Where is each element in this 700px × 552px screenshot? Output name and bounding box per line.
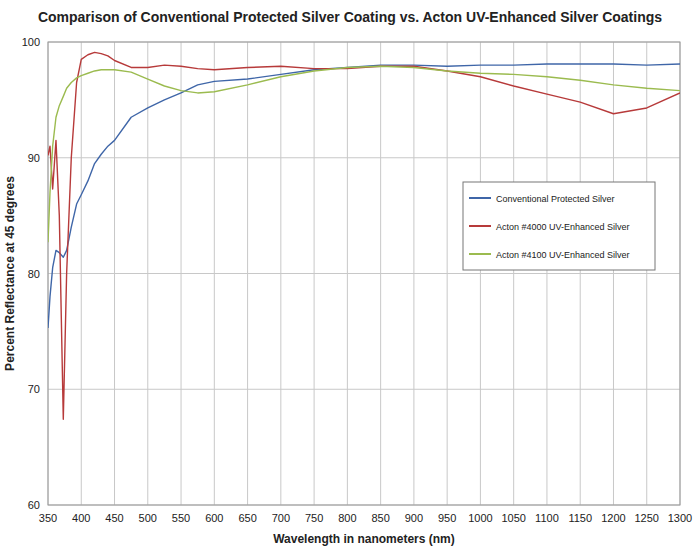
y-tick-label: 100 [22, 36, 40, 48]
legend: Conventional Protected Silver Acton #4000… [463, 182, 655, 270]
y-grid [48, 273, 680, 274]
legend-label: Acton #4100 UV-Enhanced Silver [496, 250, 630, 260]
x-tick-label: 700 [272, 512, 290, 524]
legend-swatch [469, 197, 491, 199]
series-line [48, 52, 680, 419]
y-tick-label: 60 [28, 499, 40, 511]
chart: 350 400 450 500 550 600 650 700 750 800 850 900 950 1… [0, 0, 700, 552]
x-tick-label: 600 [205, 512, 223, 524]
x-tick-label: 800 [338, 512, 356, 524]
x-tick-label: 400 [72, 512, 90, 524]
y-tick-label: 90 [28, 152, 40, 164]
legend-box [463, 182, 655, 270]
x-tick-label: 1050 [501, 512, 525, 524]
x-tick-label: 350 [39, 512, 57, 524]
plot-frame [48, 42, 680, 505]
x-tick-label: 900 [405, 512, 423, 524]
x-tick-label: 1100 [535, 512, 559, 524]
x-tick-label: 550 [172, 512, 190, 524]
x-tick-label: 950 [438, 512, 456, 524]
x-tick-label: 500 [139, 512, 157, 524]
x-tick-label: 1250 [634, 512, 658, 524]
x-axis-label: Wavelength in nanometers (nm) [273, 532, 455, 546]
x-tick-label: 750 [305, 512, 323, 524]
title: Comparison of Conventional Protected Sil… [38, 9, 662, 25]
x-tick-label: 850 [371, 512, 389, 524]
y-grid [48, 389, 680, 390]
y-tick-label: 70 [28, 383, 40, 395]
x-tick-label: 650 [238, 512, 256, 524]
legend-swatch [469, 253, 491, 255]
legend-label: Acton #4000 UV-Enhanced Silver [496, 222, 630, 232]
x-tick-label: 1150 [568, 512, 592, 524]
y-tick-label: 80 [28, 268, 40, 280]
x-tick-label: 450 [105, 512, 123, 524]
y-axis-label: Percent Reflectance at 45 degrees [3, 176, 17, 371]
x-tick-label: 1300 [668, 512, 692, 524]
x-tick-label: 1000 [468, 512, 492, 524]
x-tick-label: 1200 [601, 512, 625, 524]
legend-label: Conventional Protected Silver [496, 194, 615, 204]
series-group [48, 52, 680, 419]
legend-swatch [469, 225, 491, 227]
y-grid [48, 157, 680, 158]
